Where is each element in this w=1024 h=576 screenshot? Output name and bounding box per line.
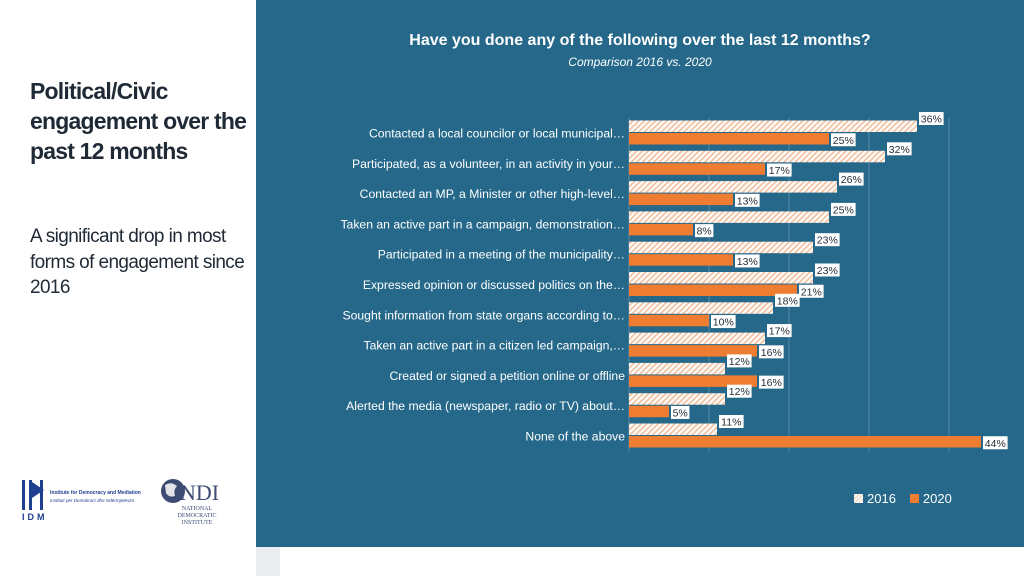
data-label-2020-box [767,163,792,177]
data-label-2020: 17% [769,165,790,177]
data-label-2016: 11% [721,417,741,429]
bar-2016 [629,120,917,132]
data-label-2016-box [887,142,912,156]
ndi-logo: NDI NATIONAL DEMOCRATIC INSTITUTE [161,479,219,526]
bar-2020 [629,375,757,387]
ndi-logo-name: NATIONAL DEMOCRATIC INSTITUTE [177,506,217,526]
data-label-2020: 21% [801,286,822,298]
data-label-2016: 23% [817,235,838,247]
left-panel: Political/Civic engagement over the past… [0,0,256,576]
data-label-2016: 32% [889,144,910,156]
data-label-2020-box [711,315,736,329]
legend-label-2020: 2020 [922,491,952,506]
data-label-2020-box [831,133,856,147]
idm-logo-name: Institute for Democracy and Mediation [50,490,141,496]
bar-2016 [629,181,837,193]
data-label-2016: 25% [833,204,854,216]
category-label: None of the above [525,430,625,444]
data-label-2016-box [815,233,840,247]
data-label-2016: 12% [729,386,750,398]
bar-2020 [629,314,709,327]
category-label: Participated in a meeting of the municip… [378,248,625,262]
data-label-2016-box [775,293,800,307]
data-label-2016-box [831,202,856,216]
data-label-2020: 13% [737,256,758,268]
bar-2020 [629,254,733,266]
data-label-2016: 36% [921,114,942,126]
bar-2020 [629,405,669,418]
legend-swatch-2016 [854,494,863,503]
bar-2020 [629,345,757,357]
data-label-2020: 10% [713,317,734,329]
data-label-2016-box [727,354,752,368]
idm-logo-name-al: Instituti për Demokraci dhe Ndërmjetësim [50,498,134,503]
data-label-2020: 8% [697,226,712,238]
category-label: Contacted an MP, a Minister or other hig… [360,187,625,201]
ndi-logo-abbr: NDI [180,480,219,505]
legend-label-2016: 2016 [867,491,896,506]
data-label-2016-box [815,263,840,277]
data-label-2020-box [735,254,760,268]
bar-2016 [629,332,765,345]
chart-subtitle: Comparison 2016 vs. 2020 [568,55,712,69]
chart-title: Have you done any of the following over … [409,32,871,49]
idm-logo: IDM Institute for Democracy and Mediatio… [22,480,141,522]
bar-2016 [629,423,717,435]
legend-item-2016: 2016 [854,491,896,506]
data-label-2016-box [919,112,944,125]
category-label: Taken an active part in a campaign, demo… [340,217,625,231]
bar-2016 [629,302,773,314]
data-label-2016-box [727,384,752,398]
data-label-2020-box [799,284,824,298]
data-label-2016: 23% [817,265,838,277]
data-label-2020-box [671,405,690,419]
bar-2020 [629,436,981,448]
data-label-2020-box [695,224,714,238]
data-label-2020: 13% [737,195,758,207]
data-label-2020-box [759,375,784,389]
data-label-2016: 17% [769,326,790,338]
bar-2016 [629,150,885,163]
bar-2016 [629,362,725,375]
slide-title: Political/Civic engagement over the past… [30,78,247,164]
data-label-2020: 16% [761,377,782,389]
data-label-2016: 18% [777,295,798,307]
data-label-2020: 5% [673,407,688,419]
data-label-2020-box [735,193,760,207]
category-label: Expressed opinion or discussed politics … [363,278,625,292]
bottom-strip [256,547,280,576]
data-label-2020: 25% [833,135,854,147]
category-label: Alerted the media (newspaper, radio or T… [346,399,625,413]
bar-2020 [629,163,765,175]
data-label-2016-box [719,415,744,428]
category-label: Taken an active part in a citizen led ca… [364,339,626,353]
data-label-2020-box [759,345,784,359]
legend-item-2020: 2020 [909,491,952,506]
data-label-2016: 26% [841,174,862,186]
data-label-2020: 16% [761,347,782,359]
bar-2020 [629,193,733,206]
bar-2016 [629,272,813,284]
category-label: Created or signed a petition online or o… [389,369,625,383]
bar-2020 [629,284,797,296]
legend-swatch-2020 [909,494,919,503]
bar-2016 [629,211,829,223]
data-label-2020-box [983,436,1008,450]
category-label: Participated, as a volunteer, in an acti… [352,157,625,171]
data-label-2016-box [839,172,864,186]
data-label-2016: 12% [729,356,750,368]
data-label-2016-box [767,324,792,338]
bar-2020 [629,133,829,145]
data-label-2020: 44% [985,438,1006,450]
bar-2016 [629,241,813,254]
chart-legend: 2016 2020 [854,491,952,506]
slide-subtitle: A significant drop in most forms of enga… [30,226,245,298]
bar-2020 [629,223,693,236]
idm-logo-abbr: IDM [22,512,48,522]
bar-2016 [629,393,725,405]
category-label: Contacted a local councilor or local mun… [369,127,625,141]
category-label: Sought information from state organs acc… [343,308,626,322]
